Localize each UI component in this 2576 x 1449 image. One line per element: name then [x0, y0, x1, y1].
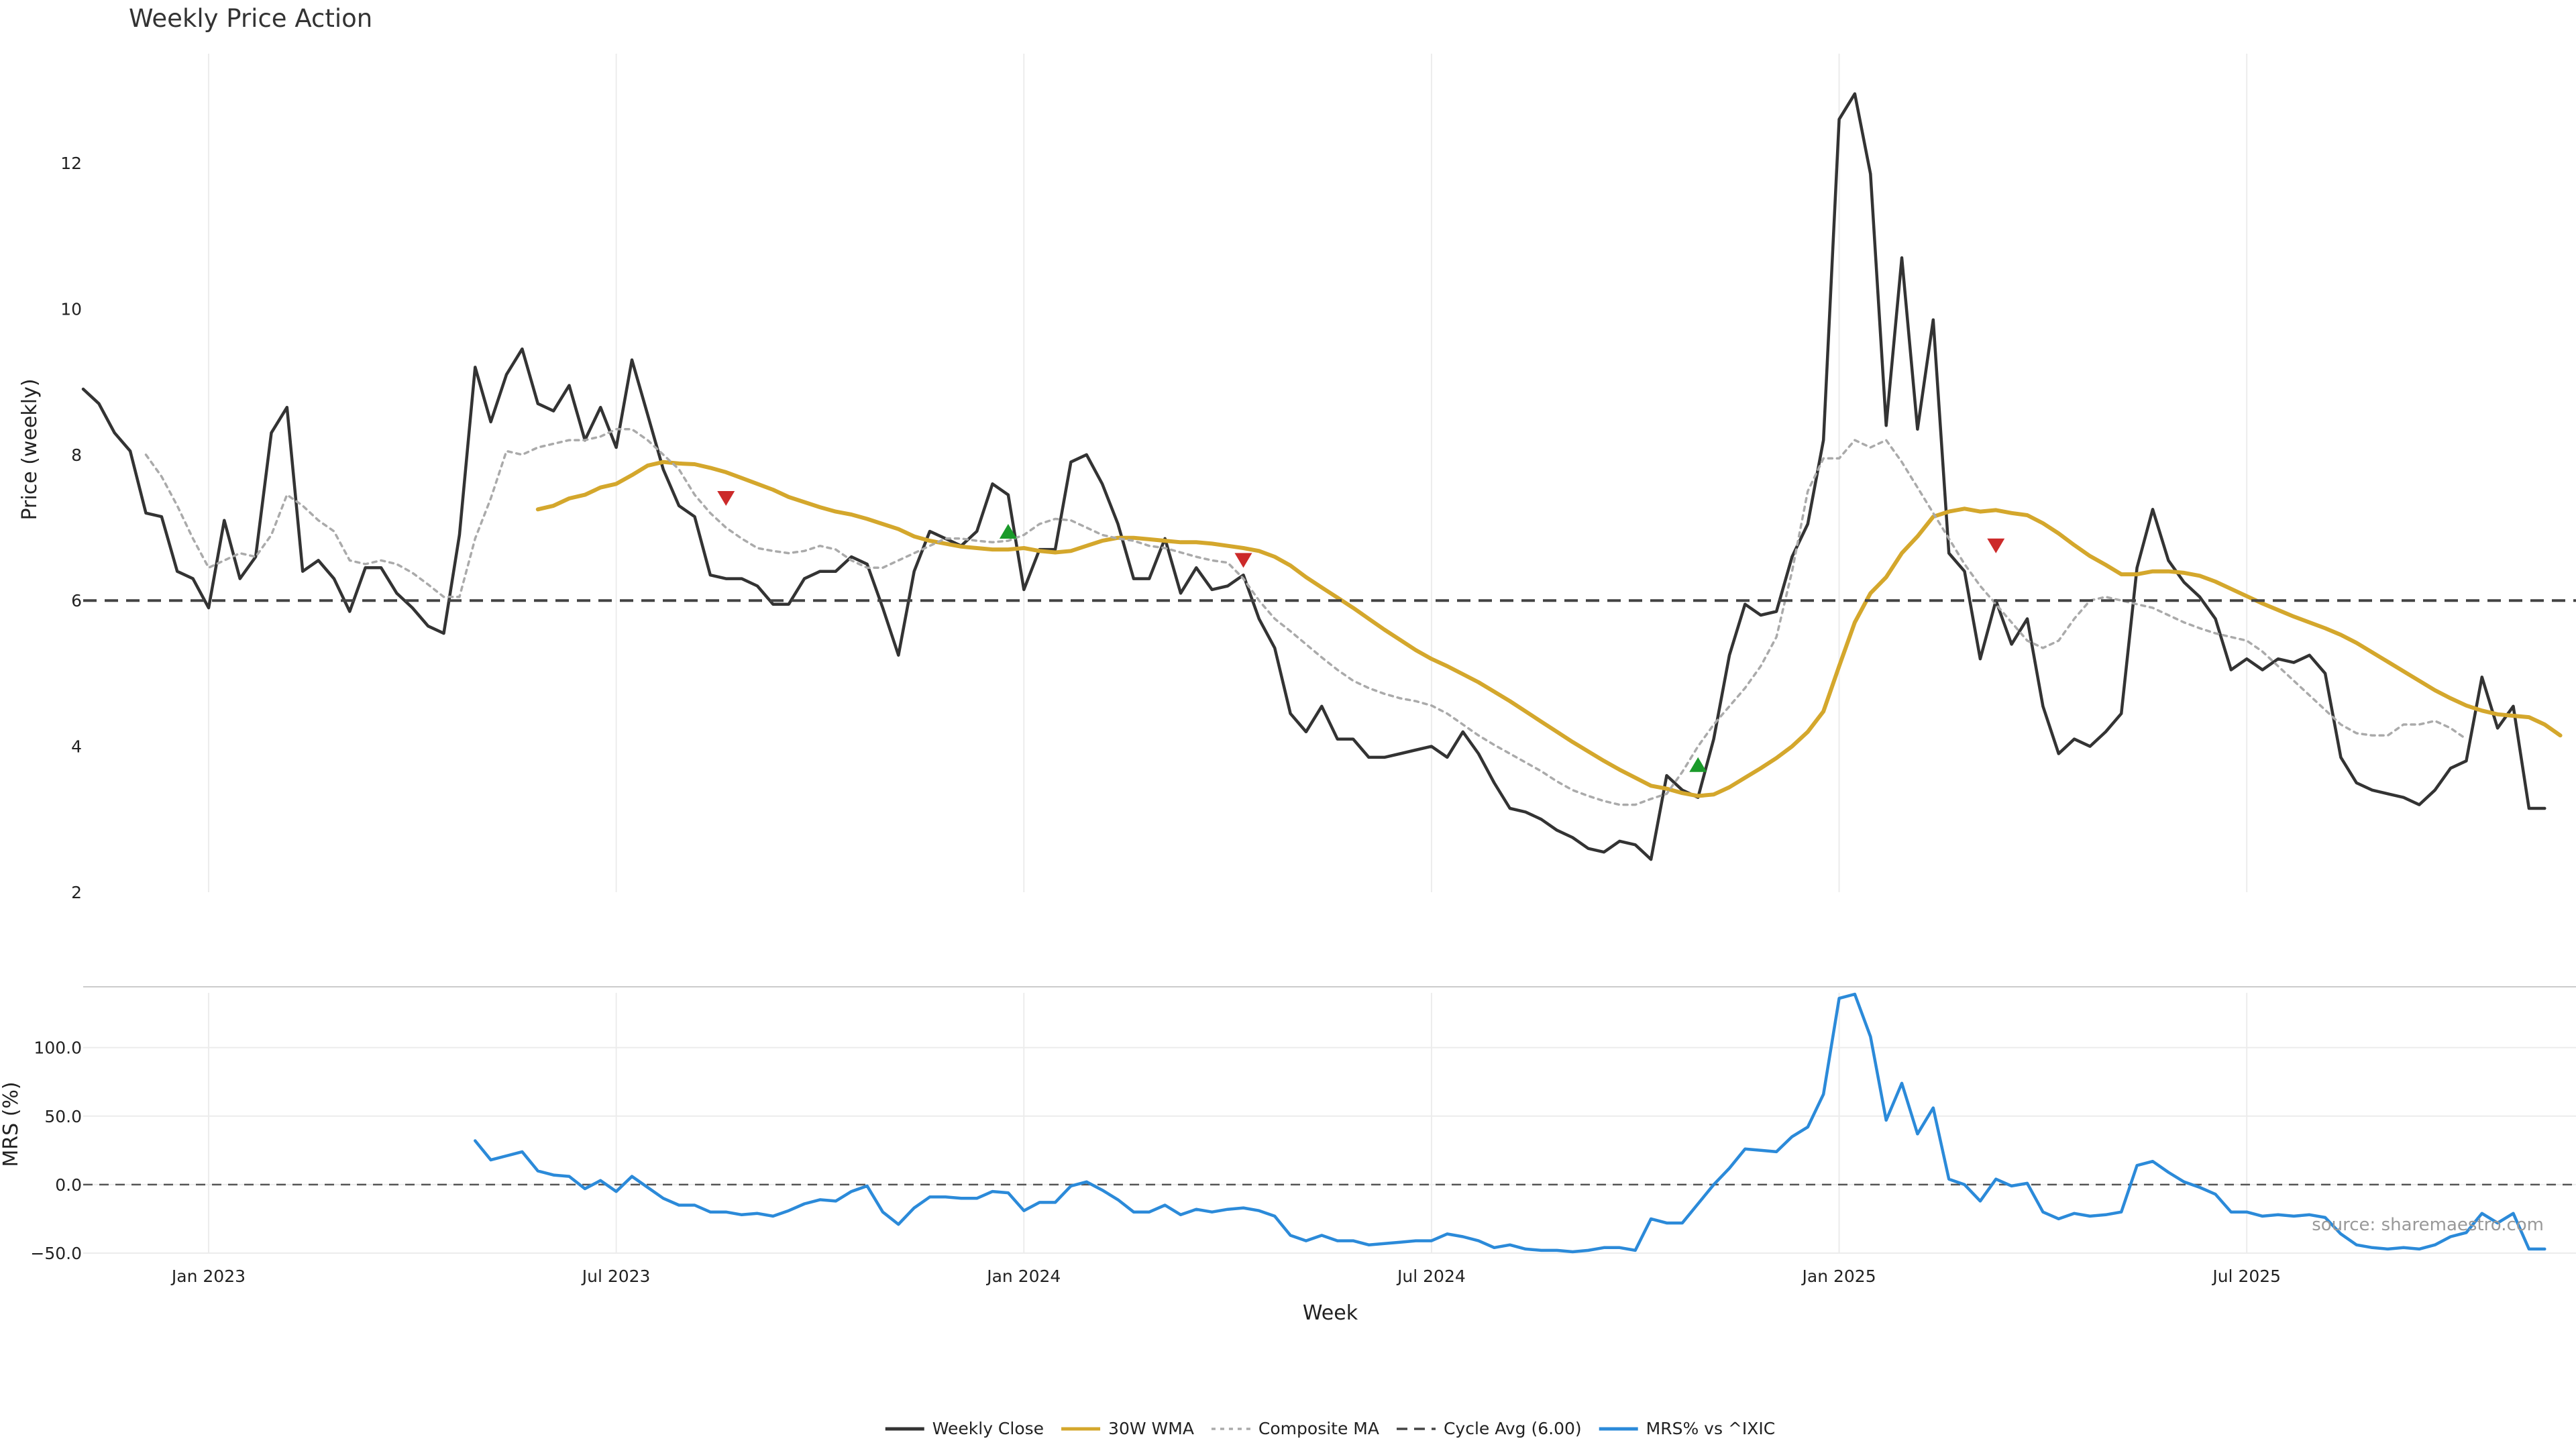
- legend-label: MRS% vs ^IXIC: [1646, 1419, 1776, 1438]
- x-tick-label: Jan 2025: [1801, 1267, 1876, 1286]
- mrs-y-tick-label: 100.0: [34, 1038, 82, 1058]
- series-weekly-close: [81, 92, 2546, 861]
- price-y-tick-label: 12: [60, 154, 82, 173]
- x-tick-label: Jan 2024: [985, 1267, 1061, 1286]
- mrs-axis-label: MRS (%): [0, 1081, 23, 1167]
- price-y-tick-label: 2: [71, 883, 82, 902]
- price-y-axis: 2 4 6 8 10 12: [60, 154, 82, 902]
- x-axis-label: Week: [1303, 1301, 1358, 1325]
- price-series-group: [81, 92, 2576, 861]
- sell-signal-marker: [717, 491, 735, 506]
- legend-label: Composite MA: [1258, 1419, 1379, 1438]
- x-tick-label: Jan 2023: [170, 1267, 246, 1286]
- mrs-y-tick-label: 50.0: [44, 1107, 82, 1126]
- legend-label: Weekly Close: [932, 1419, 1044, 1438]
- chart-title: Weekly Price Action: [129, 4, 372, 33]
- legend-label: Cycle Avg (6.00): [1444, 1419, 1582, 1438]
- legend-label: 30W WMA: [1108, 1419, 1194, 1438]
- price-y-tick-label: 8: [71, 445, 82, 465]
- price-y-tick-label: 4: [71, 737, 82, 757]
- legend: Weekly Close 30W WMA Composite MA Cycle Avg…: [885, 1419, 1775, 1438]
- signal-markers: [717, 491, 2005, 772]
- x-axis: Jan 2023 Jul 2023 Jan 2024 Jul 2024 Jan 2025…: [170, 1267, 2281, 1286]
- mrs-y-tick-label: 0.0: [55, 1175, 82, 1195]
- series-mrs-vs-ixic: [474, 992, 2546, 1254]
- price-axis-label: Price (weekly): [18, 378, 42, 520]
- price-y-tick-label: 10: [60, 299, 82, 319]
- price-panel-grid: [207, 54, 2248, 892]
- source-label: source: sharemaestro.com: [2312, 1215, 2544, 1235]
- sell-signal-marker: [1987, 538, 2005, 553]
- mrs-y-tick-label: −50.0: [30, 1244, 82, 1263]
- mrs-y-axis: −50.0 0.0 50.0 100.0: [30, 1038, 82, 1263]
- price-y-tick-label: 6: [71, 591, 82, 610]
- mrs-series-group: [83, 992, 2576, 1254]
- buy-signal-marker: [999, 523, 1017, 539]
- x-tick-label: Jul 2023: [581, 1267, 651, 1286]
- mrs-panel-grid: [83, 993, 2576, 1254]
- series-30w-wma: [535, 460, 2563, 798]
- series-composite-ma: [144, 428, 2468, 806]
- x-tick-label: Jul 2024: [1396, 1267, 1466, 1286]
- buy-signal-marker: [1689, 757, 1707, 772]
- x-tick-label: Jul 2025: [2211, 1267, 2281, 1286]
- sell-signal-marker: [1234, 553, 1252, 568]
